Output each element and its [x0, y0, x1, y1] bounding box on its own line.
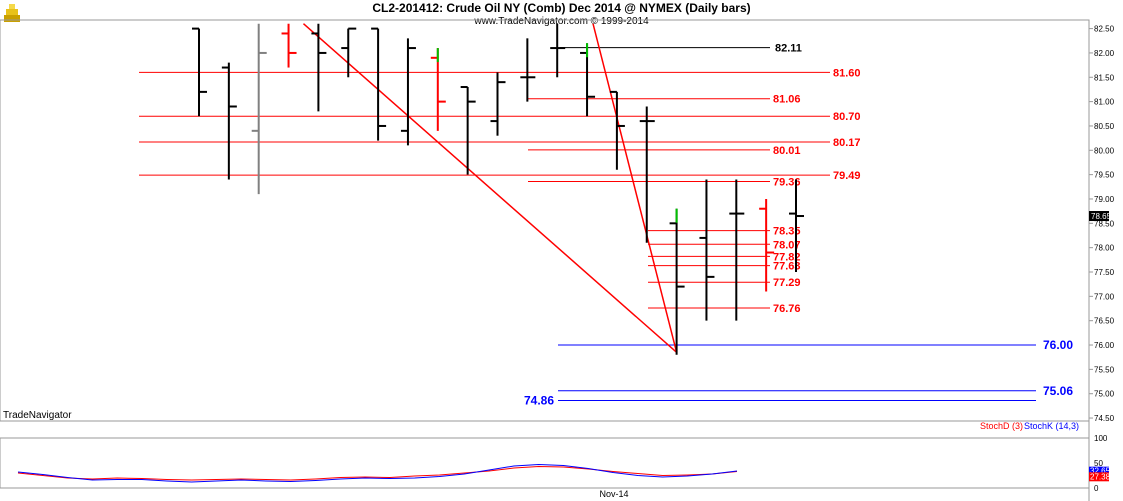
y-tick-label: 75.50 — [1094, 365, 1115, 374]
y-tick-label: 77.00 — [1094, 292, 1115, 301]
y-tick-label: 82.00 — [1094, 49, 1115, 58]
trendline — [592, 23, 678, 353]
price-level-label: 77.82 — [773, 251, 801, 263]
y-tick-label: 81.50 — [1094, 73, 1115, 82]
current-price-box — [1089, 211, 1109, 222]
y-tick-label: 80.50 — [1094, 122, 1115, 131]
price-level-label: 76.00 — [1043, 338, 1073, 352]
price-level-label: 74.86 — [524, 394, 554, 408]
price-panel-border — [0, 19, 1090, 422]
y-tick-label: 79.50 — [1094, 171, 1115, 180]
price-level-label: 81.06 — [773, 94, 801, 106]
price-level-label: 80.70 — [833, 111, 861, 123]
y-tick-label: 76.00 — [1094, 341, 1115, 350]
current-price-label: 78.65 — [1091, 212, 1112, 221]
price-level-label: 80.17 — [833, 137, 861, 149]
y-tick-label: 76.50 — [1094, 317, 1115, 326]
osc-value-label: 27.38 — [1090, 472, 1111, 481]
y-tick-label: 80.00 — [1094, 146, 1115, 155]
chart-subtitle: www.TradeNavigator.com © 1999-2014 — [474, 16, 649, 27]
x-tick-label: Nov-14 — [599, 489, 628, 499]
osc-value-label: 32.65 — [1090, 467, 1111, 476]
y-tick-label: 75.00 — [1094, 390, 1115, 399]
chart-title: CL2-201412: Crude Oil NY (Comb) Dec 2014… — [372, 1, 751, 15]
price-level-label: 78.35 — [773, 226, 801, 238]
y-tick-label: 78.00 — [1094, 244, 1115, 253]
y-tick-label: 82.50 — [1094, 25, 1115, 34]
legend-stochk: StochK (14,3) — [1024, 421, 1079, 431]
legend-stochd: StochD (3) — [980, 421, 1023, 431]
y-tick-label: 79.00 — [1094, 195, 1115, 204]
price-level-label: 81.60 — [833, 67, 861, 79]
price-level-label: 79.36 — [773, 176, 801, 188]
y-tick-label: 77.50 — [1094, 268, 1115, 277]
trade-navigator-logo-icon — [3, 3, 21, 28]
watermark-label: TradeNavigator — [3, 410, 72, 421]
osc-y-tick-label: 0 — [1094, 484, 1099, 493]
y-tick-label: 78.50 — [1094, 219, 1115, 228]
price-level-label: 82.11 — [775, 43, 802, 55]
y-tick-label: 81.00 — [1094, 98, 1115, 107]
price-level-label: 75.06 — [1043, 384, 1073, 398]
osc-value-box — [1089, 472, 1109, 482]
price-level-label: 78.07 — [773, 239, 801, 251]
price-level-label: 76.76 — [773, 303, 801, 315]
oscillator-line — [17, 463, 738, 483]
price-level-label: 77.63 — [773, 261, 801, 273]
trendline — [302, 23, 678, 353]
osc-y-tick-label: 100 — [1094, 434, 1108, 443]
osc-value-box — [1089, 466, 1109, 476]
oscillator-line — [17, 465, 738, 481]
price-level-label: 80.01 — [773, 145, 801, 157]
y-tick-label: 74.50 — [1094, 414, 1115, 423]
price-level-label: 77.29 — [773, 277, 801, 289]
osc-y-tick-label: 50 — [1094, 459, 1103, 468]
price-level-label: 79.49 — [833, 170, 861, 182]
